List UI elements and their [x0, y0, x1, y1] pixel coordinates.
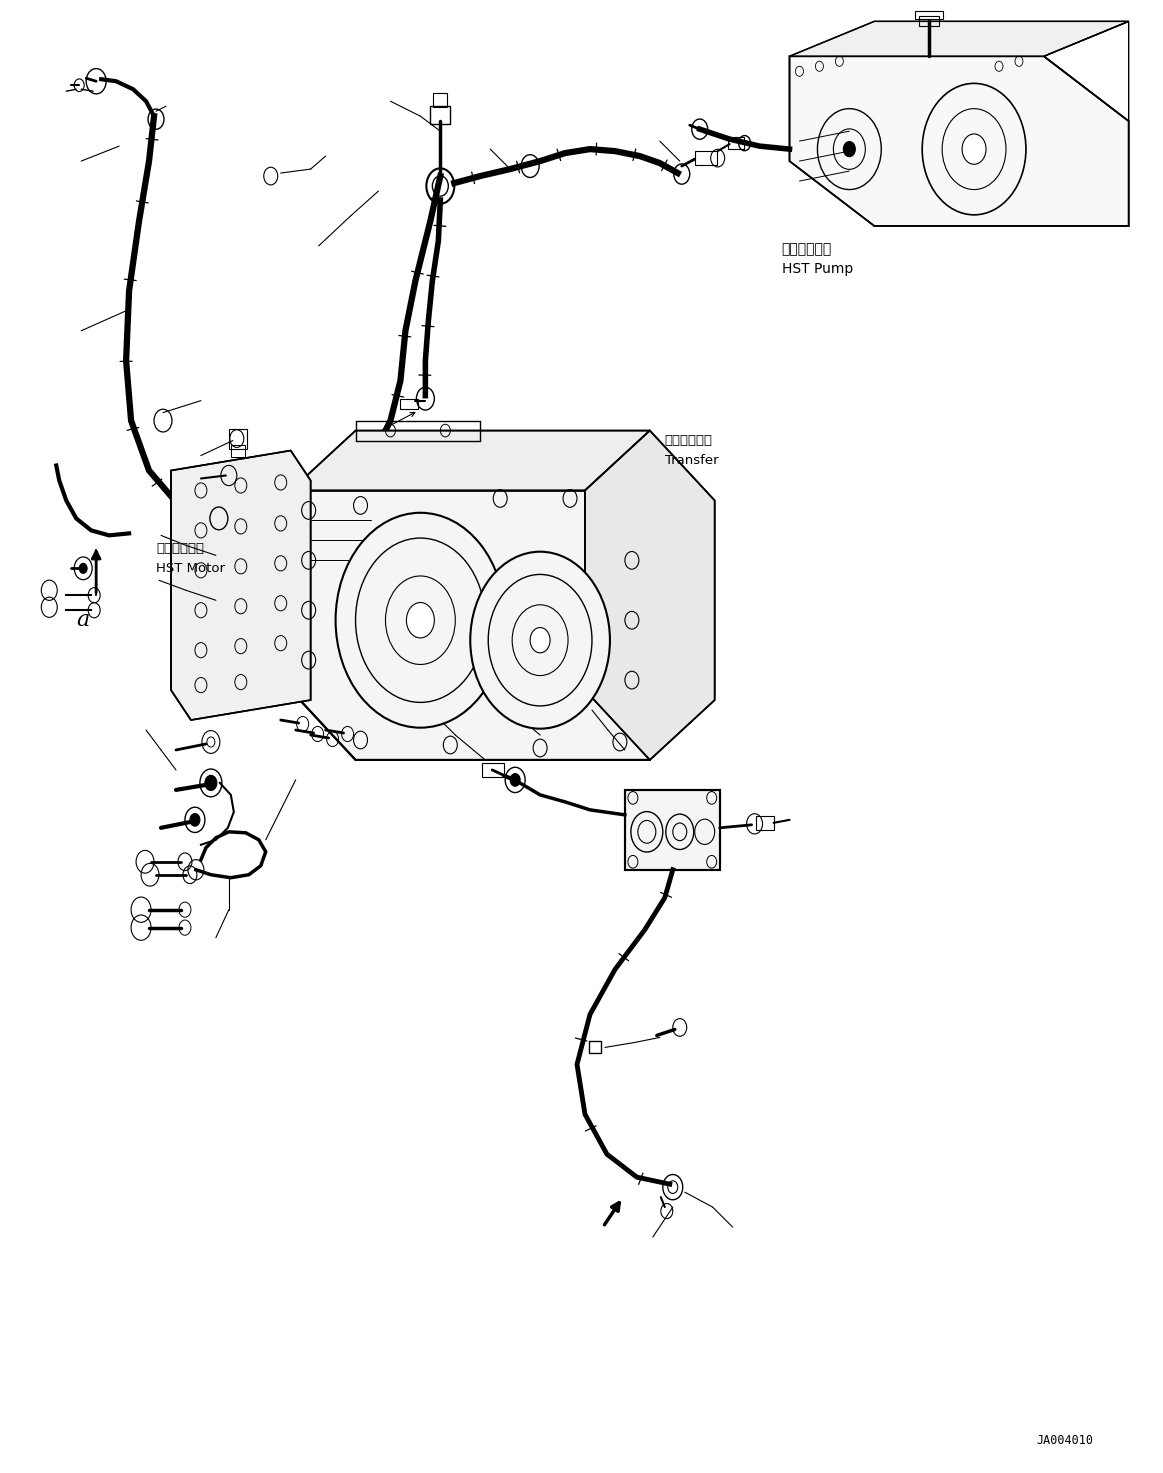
Bar [434, 93, 448, 108]
Polygon shape [291, 491, 650, 760]
Bar [625, 790, 720, 869]
Polygon shape [790, 56, 1128, 225]
Text: ＨＳＴポンプ: ＨＳＴポンプ [782, 242, 832, 256]
Text: a: a [77, 610, 90, 632]
Bar [230, 445, 244, 457]
Circle shape [511, 773, 520, 787]
Circle shape [843, 141, 855, 156]
Circle shape [190, 813, 200, 826]
Circle shape [962, 134, 986, 165]
Bar [694, 152, 716, 165]
Circle shape [530, 627, 550, 653]
Text: HST Pump: HST Pump [782, 262, 852, 275]
Circle shape [470, 552, 609, 729]
Bar [483, 763, 505, 776]
Circle shape [79, 563, 87, 573]
Bar [625, 790, 720, 869]
Bar [728, 137, 743, 149]
Bar [756, 816, 773, 829]
Circle shape [406, 602, 434, 638]
Text: HST Motor: HST Motor [156, 561, 224, 574]
Text: JA004010: JA004010 [1036, 1435, 1093, 1446]
Circle shape [205, 775, 216, 791]
Bar [400, 399, 419, 408]
Bar [229, 429, 247, 449]
Polygon shape [171, 451, 311, 720]
Text: トランスファ: トランスファ [665, 435, 713, 448]
Polygon shape [790, 21, 1128, 56]
Bar [919, 16, 940, 27]
Polygon shape [291, 430, 650, 491]
Bar [588, 1041, 601, 1053]
Bar [430, 106, 450, 124]
Bar [915, 12, 943, 19]
Text: ＨＳＴモータ: ＨＳＴモータ [156, 542, 204, 555]
Text: Transfer: Transfer [665, 454, 719, 467]
Circle shape [336, 513, 505, 728]
Polygon shape [585, 430, 715, 760]
